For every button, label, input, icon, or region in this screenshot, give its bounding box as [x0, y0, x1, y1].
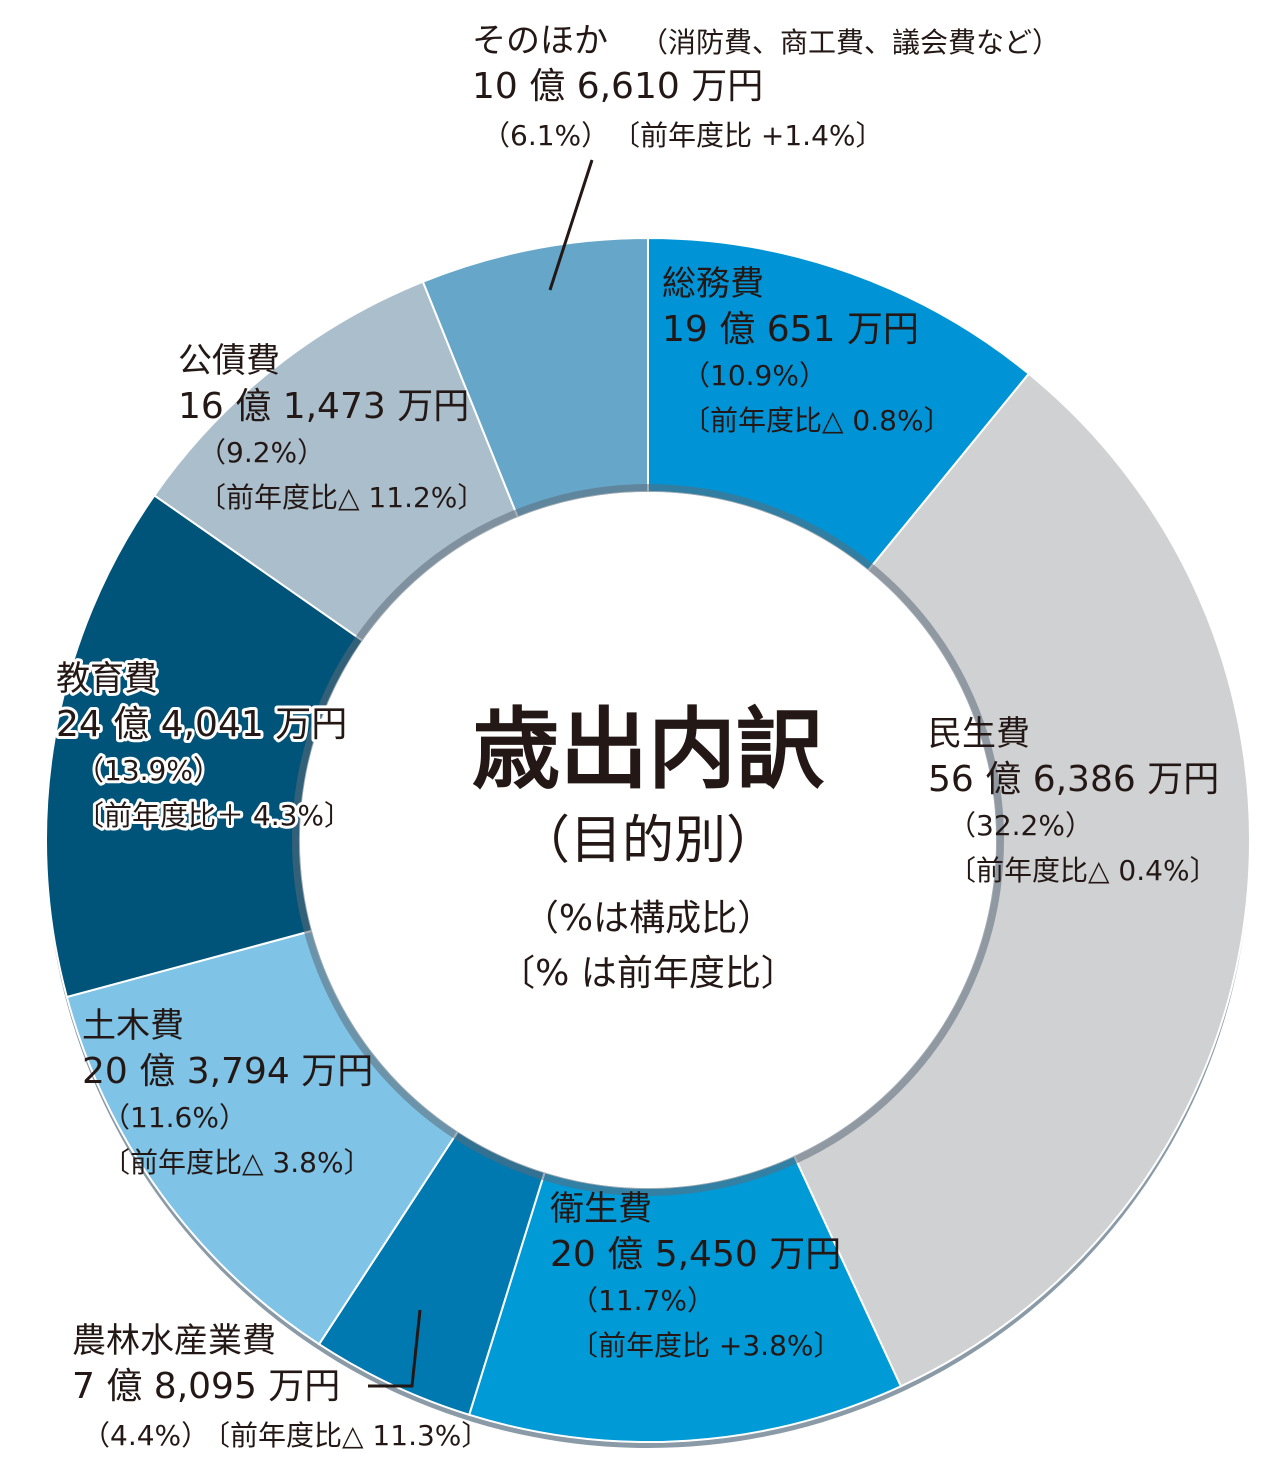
slice-label-amount: 19 億 651 万円 — [662, 309, 919, 350]
slice-label-amount: 20 億 5,450 万円 — [550, 1234, 841, 1275]
slice-label-yoy: 〔前年度比△ 0.8%〕 — [682, 404, 952, 437]
slice-label-yoy: 〔前年度比△ 11.3%〕 — [202, 1419, 489, 1452]
slice-label-name: 公債費 — [178, 341, 280, 381]
slice-label-name: 民生費 — [928, 714, 1030, 754]
slice-label-name-extra: （消防費、商工費、議会費など） — [640, 26, 1060, 59]
leader-line-other — [548, 159, 594, 291]
slice-label-share: （10.9%） — [682, 359, 827, 392]
slice-label-name: 教育費 — [56, 659, 158, 699]
slice-label-amount: 20 億 3,794 万円 — [82, 1051, 373, 1092]
slice-labels: 総務費 19 億 651 万円 （10.9%） 〔前年度比△ 0.8%〕民生費 56 億… — [53, 21, 1219, 1452]
slice-label-name: そのほか — [472, 21, 608, 61]
slice-label-share: （11.7%） — [570, 1284, 715, 1317]
chart-title: 歳出内訳 — [472, 698, 825, 801]
donut-inner-shadow — [292, 484, 1004, 1196]
slice-label-share: （6.1%） — [482, 119, 609, 152]
slice-label-yoy: 〔前年度比△ 3.8%〕 — [102, 1146, 372, 1179]
donut-hole — [300, 492, 996, 1188]
slice-label-amount: 16 億 1,473 万円 — [178, 386, 469, 427]
slice-label-yoy: 〔前年度比 +3.8%〕 — [570, 1329, 842, 1362]
slice-label-name: 土木費 — [82, 1006, 184, 1046]
chart-note-share: （%は構成比） — [523, 898, 773, 939]
donut-slices — [45, 236, 1251, 1448]
leader-lines — [368, 159, 594, 1388]
slice-label-name: 総務費 — [662, 264, 764, 304]
chart-subtitle: （目的別） — [518, 811, 778, 871]
slice-label-amount: 10 億 6,610 万円 — [472, 66, 763, 107]
slice-label-yoy: 〔前年度比 +1.4%〕 — [612, 119, 884, 152]
slice-label-amount: 7 億 8,095 万円 — [72, 1366, 340, 1407]
slice-label-yoy: 〔前年度比＋ 4.3%〕 — [76, 799, 352, 832]
slice-label-amount: 56 億 6,386 万円 — [928, 759, 1219, 800]
slice-label-yoy: 〔前年度比△ 11.2%〕 — [198, 481, 485, 514]
slice-label-share: （11.6%） — [102, 1101, 247, 1134]
slice-label-name: 農林水産業費 — [72, 1321, 276, 1361]
slice-label-share: （32.2%） — [948, 809, 1093, 842]
slice-label-name: 衛生費 — [550, 1189, 652, 1229]
slice-label-amount: 24 億 4,041 万円 — [56, 704, 347, 745]
chart-note-yoy: 〔% は前年度比〕 — [499, 953, 797, 994]
slice-label-share: （13.9%） — [76, 754, 221, 787]
leader-line-agri — [368, 1309, 422, 1388]
slice-label-share: （4.4%） — [82, 1419, 209, 1452]
slice-label-share: （9.2%） — [198, 436, 325, 469]
slice-label-yoy: 〔前年度比△ 0.4%〕 — [948, 854, 1218, 887]
